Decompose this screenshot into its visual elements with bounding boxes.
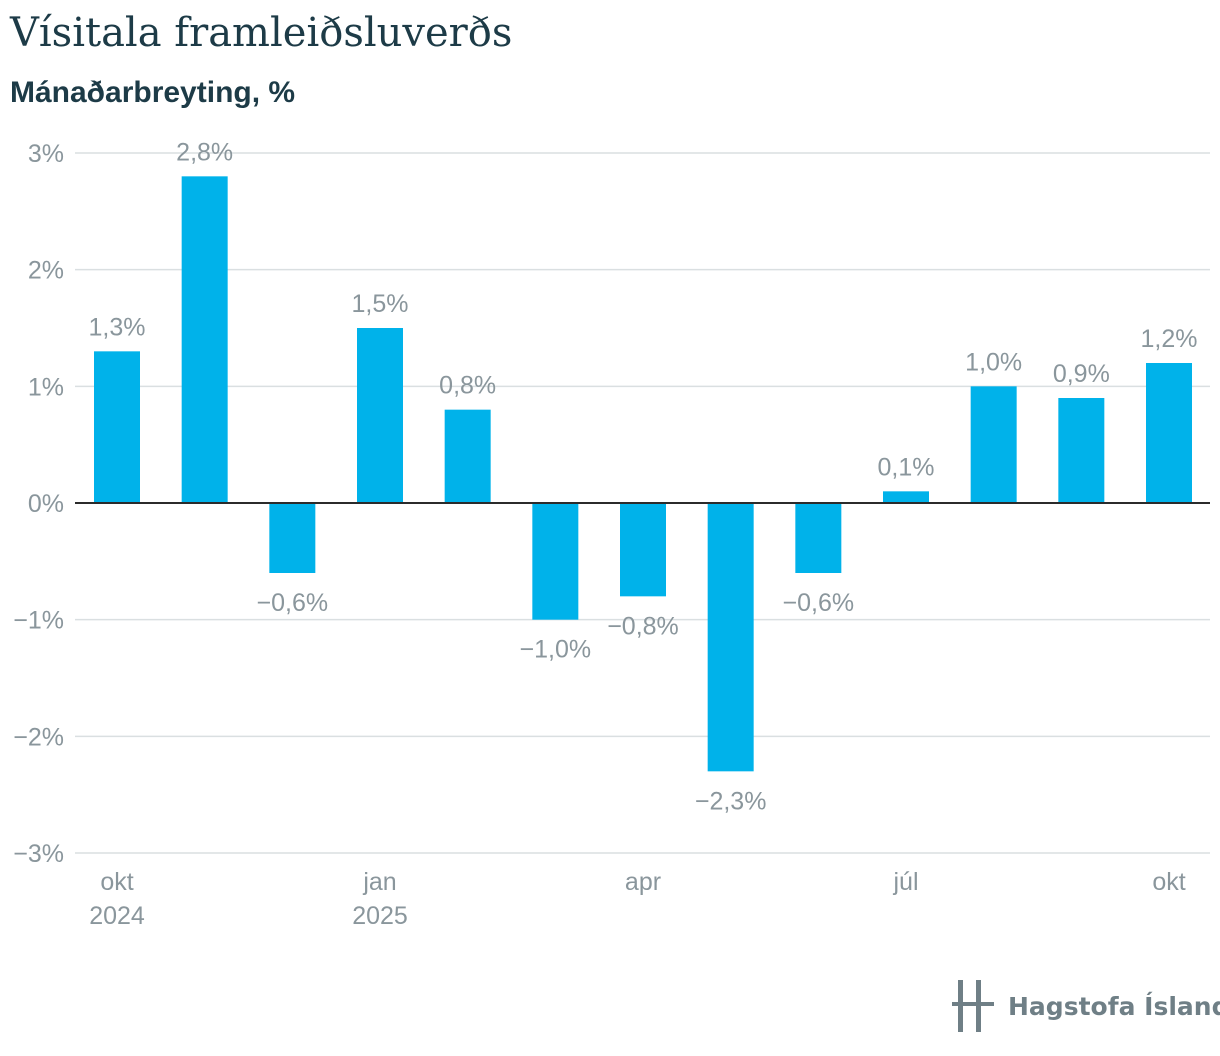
y-tick-label: −1% bbox=[13, 607, 64, 635]
bar bbox=[1146, 363, 1192, 503]
data-label: 0,9% bbox=[1053, 360, 1110, 388]
x-tick-label: júl bbox=[892, 868, 918, 896]
bar bbox=[357, 328, 403, 503]
data-label: 0,1% bbox=[878, 453, 935, 481]
bar bbox=[269, 503, 316, 573]
data-label: −0,8% bbox=[607, 612, 679, 640]
data-label: 0,8% bbox=[439, 372, 496, 400]
x-tick-year-label: 2024 bbox=[89, 902, 145, 930]
y-tick-label: −3% bbox=[13, 840, 64, 868]
data-label: 1,3% bbox=[89, 313, 146, 341]
data-label: −0,6% bbox=[257, 589, 329, 617]
data-label: 1,2% bbox=[1141, 325, 1198, 353]
y-axis-ticks: 3% 2% 1% 0% −1% −2% −3% bbox=[13, 140, 64, 868]
x-tick-label: jan bbox=[362, 868, 396, 896]
chart-title: Vísitala framleiðsluverðs bbox=[10, 10, 513, 56]
data-label: −2,3% bbox=[695, 787, 767, 815]
bar bbox=[970, 386, 1017, 503]
bar bbox=[883, 491, 929, 503]
y-tick-label: 3% bbox=[28, 140, 64, 168]
bar bbox=[94, 351, 140, 503]
chart-subtitle: Mánaðarbreyting, % bbox=[10, 76, 296, 109]
y-tick-label: 1% bbox=[28, 373, 64, 401]
bar bbox=[181, 176, 228, 504]
y-tick-label: 0% bbox=[28, 490, 64, 518]
y-tick-label: 2% bbox=[28, 257, 64, 285]
data-label: 1,5% bbox=[352, 290, 409, 318]
y-tick-label: −2% bbox=[13, 723, 64, 751]
hagstofa-logo: Hagstofa Íslands bbox=[952, 980, 1220, 1032]
x-tick-label: okt bbox=[100, 868, 133, 896]
x-tick-label: apr bbox=[625, 868, 661, 896]
bar bbox=[795, 503, 842, 573]
data-label: 1,0% bbox=[965, 348, 1022, 376]
bar bbox=[620, 503, 666, 597]
x-tick-label: okt bbox=[1152, 868, 1185, 896]
bar bbox=[532, 503, 579, 620]
x-tick-year-label: 2025 bbox=[352, 902, 408, 930]
data-label: −1,0% bbox=[520, 636, 592, 664]
data-labels: 1,3% 2,8% −0,6% 1,5% 0,8% −1,0% −0,8% −2,3% −0,6… bbox=[89, 138, 1198, 815]
bar bbox=[707, 503, 754, 772]
data-label: 2,8% bbox=[176, 138, 233, 166]
data-label: −0,6% bbox=[783, 589, 855, 617]
bar-chart: 3% 2% 1% 0% −1% −2% −3% 1,3% 2,8% −0,6% 1,5% 0,8% −… bbox=[13, 138, 1210, 930]
bar bbox=[444, 409, 491, 503]
bar bbox=[1058, 398, 1105, 503]
hagstofa-logo-icon bbox=[952, 980, 994, 1032]
x-axis-ticks: okt 2024 jan 2025 apr júl okt bbox=[89, 868, 1186, 930]
hagstofa-logo-text: Hagstofa Íslands bbox=[1008, 991, 1220, 1021]
grid-lines bbox=[75, 152, 1210, 854]
bars bbox=[94, 176, 1192, 772]
